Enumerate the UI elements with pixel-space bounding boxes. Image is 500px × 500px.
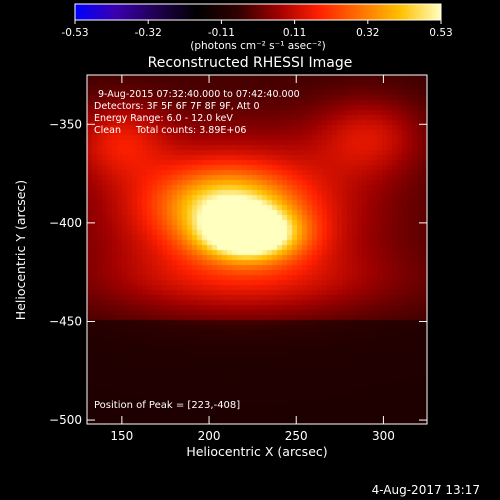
annotation-detectors: Detectors: 3F 5F 6F 7F 8F 9F, Att 0 bbox=[94, 101, 260, 112]
annotation-block: 9-Aug-2015 07:32:40.000 to 07:42:40.000 … bbox=[94, 89, 300, 136]
y-axis-label: Heliocentric Y (arcsec) bbox=[13, 180, 28, 320]
peak-position-label: Position of Peak = [223,-408] bbox=[94, 400, 240, 411]
y-tick-label: −500 bbox=[49, 413, 82, 427]
colorbar-tick-label: 0.53 bbox=[429, 27, 452, 39]
annotation-clean-counts: Clean Total counts: 3.89E+06 bbox=[94, 125, 246, 136]
colorbar-tick-label: -0.11 bbox=[208, 27, 235, 39]
colorbar bbox=[74, 3, 442, 21]
x-tick-label: 150 bbox=[110, 429, 133, 443]
annotation-time-range: 9-Aug-2015 07:32:40.000 to 07:42:40.000 bbox=[98, 89, 300, 100]
y-axis-ticks: −350 −400 −450 −500 bbox=[49, 117, 427, 427]
x-axis-label: Heliocentric X (arcsec) bbox=[186, 444, 327, 459]
colorbar-tick-label: -0.53 bbox=[61, 27, 88, 39]
y-tick-label: −400 bbox=[49, 216, 82, 230]
y-tick-label: −450 bbox=[49, 314, 82, 328]
colorbar-tick-label: -0.32 bbox=[135, 27, 162, 39]
x-tick-label: 200 bbox=[198, 429, 221, 443]
colorbar-tick-label: 0.11 bbox=[283, 27, 306, 39]
y-tick-label: −350 bbox=[49, 117, 82, 131]
chart-title: Reconstructed RHESSI Image bbox=[148, 55, 353, 71]
plot-frame bbox=[86, 74, 428, 425]
x-axis-ticks: 150 200 250 300 bbox=[110, 75, 395, 443]
x-tick-label: 250 bbox=[285, 429, 308, 443]
colorbar-tick-label: 0.32 bbox=[356, 27, 379, 39]
heatmap-wrapper bbox=[87, 75, 427, 424]
footer-date: 4-Aug-2017 13:17 bbox=[372, 483, 480, 497]
annotation-energy-range: Energy Range: 6.0 - 12.0 keV bbox=[94, 113, 233, 124]
x-tick-label: 300 bbox=[372, 429, 395, 443]
colorbar-units-label: (photons cm⁻² s⁻¹ asec⁻²) bbox=[190, 40, 325, 52]
heatmap-image bbox=[87, 75, 427, 424]
colorbar-ticks: -0.53 -0.32 -0.11 0.11 0.32 0.53 bbox=[61, 20, 453, 39]
